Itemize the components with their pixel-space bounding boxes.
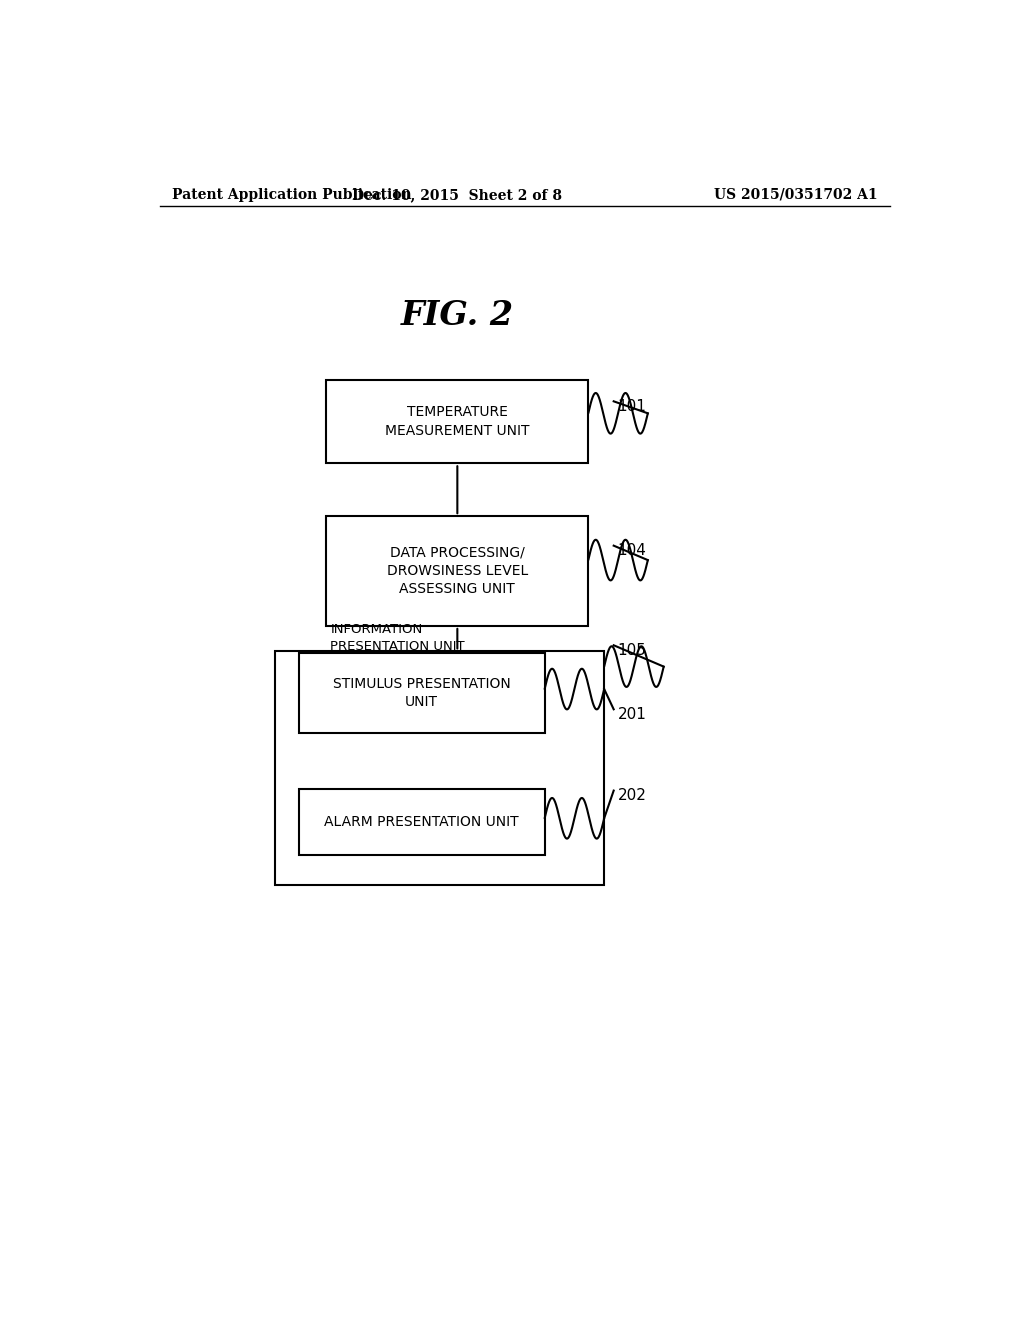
Text: TEMPERATURE
MEASUREMENT UNIT: TEMPERATURE MEASUREMENT UNIT [385, 405, 529, 438]
Bar [327, 380, 588, 463]
Bar [327, 516, 588, 626]
Bar [274, 651, 604, 886]
Bar [299, 653, 545, 733]
Bar [299, 788, 545, 854]
Text: FIG. 2: FIG. 2 [400, 300, 514, 333]
Text: ALARM PRESENTATION UNIT: ALARM PRESENTATION UNIT [325, 814, 519, 829]
Text: 202: 202 [617, 788, 646, 803]
Text: Patent Application Publication: Patent Application Publication [172, 187, 412, 202]
Text: Dec. 10, 2015  Sheet 2 of 8: Dec. 10, 2015 Sheet 2 of 8 [352, 187, 562, 202]
Text: 201: 201 [617, 708, 646, 722]
Text: 104: 104 [617, 544, 646, 558]
Text: 105: 105 [617, 643, 646, 657]
Text: STIMULUS PRESENTATION
UNIT: STIMULUS PRESENTATION UNIT [333, 677, 511, 709]
Text: INFORMATION
PRESENTATION UNIT: INFORMATION PRESENTATION UNIT [331, 623, 465, 653]
Text: US 2015/0351702 A1: US 2015/0351702 A1 [715, 187, 878, 202]
Text: DATA PROCESSING/
DROWSINESS LEVEL
ASSESSING UNIT: DATA PROCESSING/ DROWSINESS LEVEL ASSESS… [387, 545, 528, 597]
Text: 101: 101 [617, 399, 646, 414]
